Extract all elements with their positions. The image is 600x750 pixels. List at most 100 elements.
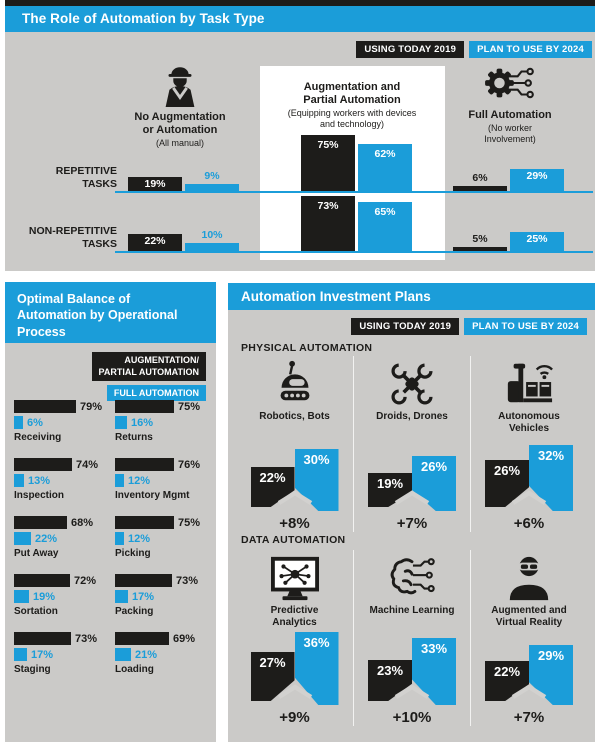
augmentation-value: 73%: [176, 574, 199, 587]
augmentation-value: 79%: [80, 400, 103, 413]
row-label-non-repetitive: NON-REPETITIVE TASKS: [28, 225, 117, 250]
full-automation-bar: [14, 648, 27, 661]
today-bar-value: 6%: [472, 172, 488, 184]
process-item: 73% 17% Staging: [14, 632, 115, 675]
column-subtitle: (No worker Involvement): [484, 122, 536, 144]
data-automation-row: Predictive Analytics 27% 36% +9% Machine Lea…: [236, 550, 587, 726]
augmentation-value: 75%: [178, 516, 201, 529]
investment-item-name: Predictive Analytics: [270, 605, 319, 628]
investment-bar-pair: 19% 26%: [368, 437, 456, 517]
plan-bar: [510, 169, 564, 191]
plan-value: 30%: [303, 452, 330, 467]
full-automation-bar: [14, 532, 31, 545]
today-value: 19%: [376, 476, 404, 491]
today-value: 23%: [376, 663, 404, 678]
column-full-automation: Full Automation (No worker Involvement): [425, 56, 595, 145]
augmentation-value: 68%: [71, 516, 94, 529]
investment-item: Droids, Drones 19% 26% +7%: [353, 356, 470, 532]
today-bar-value: 75%: [317, 139, 339, 151]
plan-bar: [510, 232, 564, 251]
column-no-augmentation: No Augmentation or Automation (All manua…: [95, 58, 265, 149]
today-bar: [301, 135, 355, 191]
process-name: Inventory Mgmt: [115, 490, 190, 501]
plan-bar-value: 25%: [526, 233, 548, 245]
investment-item-name: Droids, Drones: [376, 411, 448, 422]
growth-delta-value: +7%: [513, 709, 545, 726]
plan-bar-value: 65%: [374, 206, 396, 218]
role-of-automation-panel: The Role of Automation by Task Type USIN…: [5, 0, 595, 271]
full-automation-value: 16%: [131, 416, 154, 429]
investment-plans-panel: Automation Investment Plans USING TODAY …: [228, 283, 595, 742]
forklift-icon: [502, 356, 556, 408]
full-automation-bar: [115, 648, 131, 661]
today-bar-value: 22%: [144, 235, 166, 247]
column-name: No Augmentation or Automation: [134, 111, 226, 136]
augmentation-bar-row: 69%: [115, 632, 216, 645]
today-bar: [453, 186, 507, 191]
plan-value: 32%: [537, 448, 565, 463]
today-bar: 19%: [368, 473, 412, 507]
full-automation-bar: [115, 590, 128, 603]
augmentation-value: 73%: [75, 632, 98, 645]
augmentation-value: 75%: [178, 400, 201, 413]
process-item: 75% 16% Returns: [115, 400, 216, 443]
column-name: Full Automation: [468, 109, 552, 121]
process-item: 75% 12% Picking: [115, 516, 216, 559]
baseline-repetitive: [115, 191, 593, 193]
full-automation-value: 12%: [128, 532, 151, 545]
analytics-icon: [268, 550, 322, 602]
today-value: 22%: [259, 470, 286, 485]
full-automation-bar-row: 6%: [14, 416, 115, 429]
full-automation-value: 22%: [35, 532, 58, 545]
augmentation-value: 76%: [178, 458, 201, 471]
augmentation-bar: [14, 400, 76, 413]
investment-bar-pair: 23% 33%: [368, 631, 456, 711]
process-name: Returns: [115, 432, 153, 443]
column-subtitle: (Equipping workers with devices and tech…: [287, 107, 417, 129]
investment-bar-pair: 27% 36%: [250, 631, 339, 711]
augmentation-value: 74%: [76, 458, 99, 471]
augmentation-bar: [115, 574, 172, 587]
legend-using-today: USING TODAY 2019: [351, 318, 460, 335]
augmentation-value: 72%: [74, 574, 97, 587]
augmentation-bar: [115, 516, 174, 529]
investment-item: Predictive Analytics 27% 36% +9%: [236, 550, 353, 726]
augmentation-bar: [115, 400, 174, 413]
growth-chevron-icon: [276, 684, 314, 704]
augmentation-bar-row: 75%: [115, 516, 216, 529]
legend-using-today: USING TODAY 2019: [356, 41, 465, 58]
investment-legend: USING TODAY 2019 PLAN TO USE BY 2024: [351, 318, 587, 335]
plan-bar: [358, 144, 412, 191]
full-automation-bar-row: 16%: [115, 416, 216, 429]
growth-delta-value: +9%: [279, 709, 310, 726]
today-bar: 22%: [485, 661, 529, 701]
plan-bar: [358, 202, 412, 251]
augmentation-bar-row: 76%: [115, 458, 216, 471]
role-legend: USING TODAY 2019 PLAN TO USE BY 2024: [356, 41, 592, 58]
legend-plan-to-use: PLAN TO USE BY 2024: [469, 41, 592, 58]
balance-bars-grid: 79% 6% Receiving 75% 16% Returns 74% 13% Inspect…: [14, 400, 216, 675]
growth-chevron-icon: [510, 684, 548, 704]
full-automation-bar: [14, 590, 29, 603]
augmentation-bar-row: 68%: [14, 516, 115, 529]
drone-icon: [388, 356, 436, 408]
legend-plan-to-use: PLAN TO USE BY 2024: [464, 318, 587, 335]
investment-item-name: Machine Learning: [369, 605, 455, 616]
today-value: 27%: [259, 655, 286, 670]
process-name: Receiving: [14, 432, 62, 443]
process-name: Loading: [115, 664, 154, 675]
role-chart-area: USING TODAY 2019 PLAN TO USE BY 2024 No …: [5, 32, 595, 271]
full-automation-bar-row: 12%: [115, 474, 216, 487]
physical-automation-row: Robotics, Bots 22% 30% +8% Droids, Drones 19%…: [236, 356, 587, 532]
full-automation-bar: [14, 474, 24, 487]
full-automation-bar-row: 17%: [14, 648, 115, 661]
augmentation-bar: [115, 632, 169, 645]
vr-icon: [503, 550, 555, 602]
process-name: Staging: [14, 664, 51, 675]
investment-item-name: Autonomous Vehicles: [498, 411, 560, 434]
section-header-data-automation: DATA AUTOMATION: [241, 534, 346, 546]
full-automation-bar: [115, 416, 127, 429]
augmentation-bar: [14, 632, 71, 645]
full-automation-value: 12%: [128, 474, 151, 487]
